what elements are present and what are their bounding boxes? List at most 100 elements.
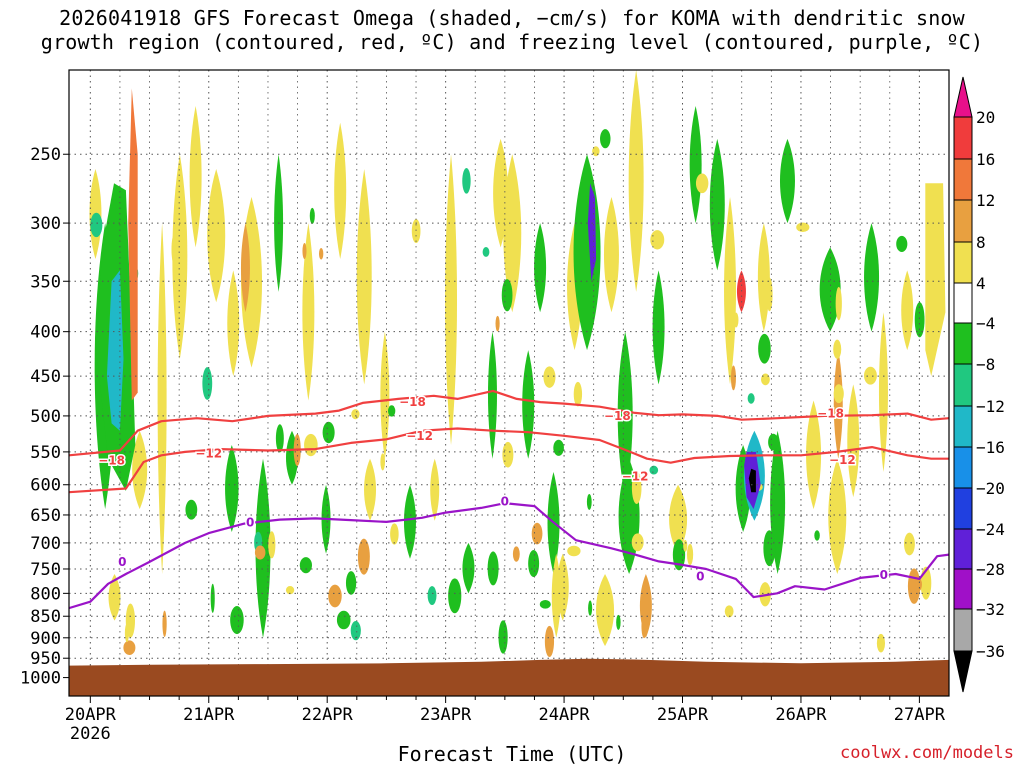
omega-streak: [227, 270, 240, 377]
omega-blob: [448, 578, 462, 614]
omega-blob: [124, 623, 129, 643]
colorbar-label: 4: [976, 274, 986, 293]
y-tick-label: 500: [30, 407, 61, 427]
omega-streak: [225, 444, 239, 532]
omega-streak: [596, 573, 615, 647]
omega-blob: [185, 499, 198, 520]
omega-streak: [503, 154, 522, 313]
y-tick-label: 650: [30, 506, 61, 526]
omega-blob: [275, 424, 284, 453]
colorbar-label: 16: [976, 150, 995, 169]
omega-blob: [90, 212, 103, 238]
omega-streak: [445, 154, 458, 445]
omega-streak: [534, 223, 547, 313]
omega-blob: [304, 433, 318, 457]
omega-blob: [733, 312, 739, 328]
x-tick-label: 25APR: [657, 705, 709, 725]
omega-shading-layer: [89, 70, 932, 658]
contour-line--18C: [69, 389, 949, 457]
omega-blob: [616, 614, 621, 630]
omega-streak: [108, 573, 121, 621]
y-tick-label: 900: [30, 629, 61, 649]
omega-blob: [531, 522, 543, 545]
yellow-east-edge: [925, 183, 946, 377]
omega-streak: [356, 169, 372, 385]
omega-blob: [833, 339, 842, 359]
omega-streak: [240, 223, 250, 313]
omega-streak: [380, 331, 390, 459]
omega-blob: [592, 146, 600, 157]
omega-streak: [617, 331, 633, 498]
y-tick-label: 450: [30, 367, 61, 387]
y-tick-label: 850: [30, 607, 61, 627]
omega-blob: [833, 384, 844, 404]
omega-blob: [498, 620, 508, 654]
colorbar-label: 8: [976, 233, 986, 252]
colorbar-label: −36: [976, 642, 1005, 661]
omega-blob: [427, 586, 437, 606]
contour-label: −12: [195, 446, 222, 460]
omega-blob: [683, 539, 688, 552]
contour-label: −18: [604, 409, 631, 423]
omega-blob: [462, 168, 471, 194]
y-tick-label: 250: [30, 145, 61, 165]
colorbar: 20 16 12 8 4 −4 −8 −12 −16 −20 −24 −28 −32 −36: [953, 76, 1005, 693]
omega-streak: [603, 197, 619, 313]
omega-streak: [864, 223, 880, 332]
x-tick-label: 20APR: [65, 705, 117, 725]
omega-blob: [502, 441, 514, 468]
omega-blob: [285, 586, 295, 595]
credit-link[interactable]: coolwx.com/models: [840, 743, 1014, 763]
omega-streak: [403, 484, 416, 559]
contour-layer: −18 −18 −18 −18 −12 −12 −12 −12 0 0 0 0 0: [69, 389, 949, 610]
contour-line--12C: [69, 427, 949, 494]
y-tick-label: 1000: [20, 669, 61, 689]
chart-title-line-2: growth region (contoured, red, ºC) and f…: [40, 30, 984, 54]
omega-streak: [833, 350, 843, 459]
omega-blob: [835, 286, 842, 321]
contour-label: 0: [880, 568, 888, 582]
omega-blob: [202, 367, 213, 400]
colorbar-box: [953, 158, 973, 201]
cyan-core-20apr: [106, 270, 124, 431]
omega-blob: [914, 302, 925, 338]
omega-streak: [709, 138, 725, 271]
y-tick-label: 800: [30, 584, 61, 604]
colorbar-box: [953, 363, 973, 407]
x-tick-label: 24APR: [538, 705, 590, 725]
omega-blob: [539, 600, 551, 609]
omega-blob: [588, 600, 593, 616]
colorbar-label: −28: [976, 560, 1005, 579]
omega-blob: [766, 277, 773, 312]
y-tick-label: 950: [30, 649, 61, 669]
omega-blob: [388, 405, 396, 417]
omega-streak: [689, 105, 702, 224]
omega-streak: [669, 484, 688, 554]
colorbar-box: [953, 241, 973, 284]
omega-blob: [345, 571, 357, 595]
omega-blob: [309, 207, 315, 224]
omega-blob: [299, 557, 312, 574]
colorbar-label: −16: [976, 438, 1005, 457]
omega-blob: [380, 453, 386, 471]
omega-blob: [553, 439, 564, 456]
omega-blob: [814, 530, 820, 541]
colorbar-label: −12: [976, 397, 1005, 416]
omega-streak: [462, 542, 475, 594]
omega-streak: [364, 458, 377, 521]
omega-blob: [302, 242, 307, 260]
omega-streak: [828, 458, 847, 574]
contour-line-0C: [69, 502, 949, 610]
omega-blob: [641, 614, 647, 639]
omega-core-areas: [96, 88, 946, 510]
colorbar-top-arrow: [953, 76, 973, 118]
y-tick-label: 300: [30, 214, 61, 234]
omega-blob: [210, 583, 215, 613]
omega-blob: [123, 640, 136, 655]
y-tick-label: 350: [30, 272, 61, 292]
omega-streak: [724, 197, 737, 385]
x-tick-label: 22APR: [302, 705, 354, 725]
omega-blob: [512, 546, 520, 562]
colorbar-label: −32: [976, 600, 1005, 619]
